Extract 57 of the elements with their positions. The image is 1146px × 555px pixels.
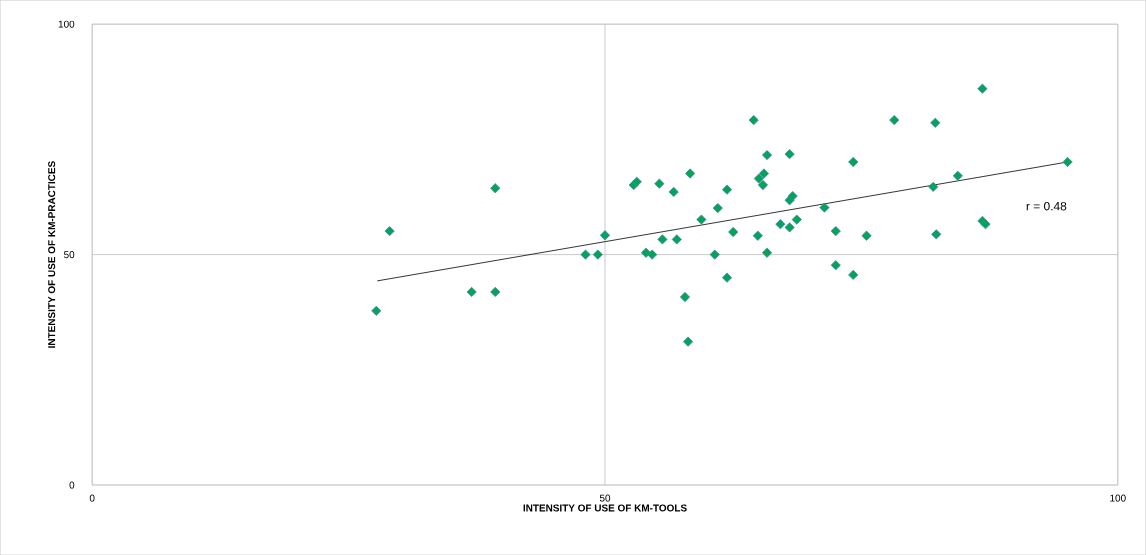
point <box>647 249 658 260</box>
point <box>889 114 900 126</box>
point <box>977 83 988 94</box>
point <box>490 286 501 297</box>
point <box>930 117 941 128</box>
point <box>709 249 720 260</box>
point <box>657 234 668 245</box>
point <box>466 286 477 297</box>
y-tick-label: 100 <box>58 20 75 28</box>
y-tick-label: 0 <box>69 481 75 489</box>
x-tick-label: 100 <box>1110 494 1126 502</box>
point <box>761 149 773 161</box>
point <box>830 260 841 271</box>
point <box>721 272 733 283</box>
point <box>683 336 694 347</box>
y-axis-title: INTENSITY OF USE OF KM-PRACTICES <box>48 161 56 348</box>
point <box>753 173 764 184</box>
x-axis-title: INTENSITY OF USE OF KM-TOOLS <box>523 504 687 512</box>
point <box>952 170 963 181</box>
x-tick-label: 0 <box>89 494 95 502</box>
point <box>830 225 841 237</box>
point <box>679 291 691 302</box>
point <box>761 247 773 258</box>
point <box>787 190 798 202</box>
point <box>685 168 696 179</box>
annotation: r = 0.48 <box>1026 201 1067 211</box>
point <box>668 186 679 197</box>
point <box>848 269 859 280</box>
point <box>696 214 707 225</box>
point <box>1062 156 1073 167</box>
point <box>592 249 603 260</box>
point <box>599 230 611 241</box>
point <box>819 202 830 213</box>
point <box>371 305 382 316</box>
y-tick-label: 50 <box>63 250 75 259</box>
point <box>784 222 795 233</box>
point <box>980 219 991 230</box>
point <box>728 226 739 237</box>
point <box>384 225 395 237</box>
point <box>757 179 769 190</box>
point <box>931 229 942 240</box>
point <box>775 219 786 230</box>
point <box>654 178 665 189</box>
point <box>580 249 591 260</box>
point <box>721 184 733 195</box>
point <box>752 230 763 241</box>
point <box>748 114 759 126</box>
x-tick-label: 50 <box>599 494 611 502</box>
point <box>758 168 770 179</box>
point <box>490 183 501 194</box>
point <box>861 230 872 241</box>
point <box>928 181 939 192</box>
point <box>671 234 682 245</box>
point <box>784 148 795 160</box>
point <box>848 156 859 167</box>
point <box>712 202 723 214</box>
point <box>791 214 802 225</box>
